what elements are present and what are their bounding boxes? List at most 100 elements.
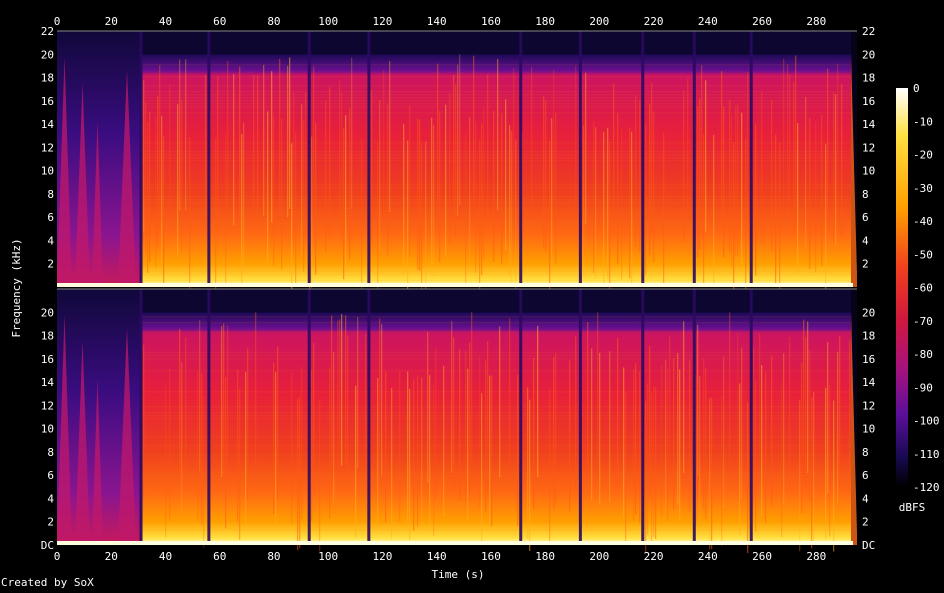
x-tick-label-top: 220 [644, 15, 664, 28]
x-tick-label-top: 240 [698, 15, 718, 28]
section-boundary [207, 289, 211, 545]
colorbar-tick-label: -90 [913, 381, 933, 394]
colorbar-tick-label: -100 [913, 415, 940, 428]
above-cutoff [141, 31, 851, 55]
y-tick-label-ch1-left: 4 [47, 234, 54, 247]
x-tick-label-top: 20 [105, 15, 118, 28]
x-tick-label-top: 120 [372, 15, 392, 28]
y-tick-label-ch1-left: 8 [47, 188, 54, 201]
y-tick-label-ch1-right: 14 [862, 118, 876, 131]
colorbar-tick-label: -110 [913, 448, 940, 461]
y-tick-label-ch1-left: 2 [47, 258, 54, 271]
y-tick-label-ch2-right: 20 [862, 306, 875, 319]
x-tick-label-top: 180 [535, 15, 555, 28]
x-tick-label-top: 280 [806, 15, 826, 28]
y-tick-label-ch1-right: 4 [862, 234, 869, 247]
colorbar-tick-label: 0 [913, 82, 920, 95]
y-tick-label-ch1-right: 2 [862, 258, 869, 271]
y-tick-label-ch2-right: 18 [862, 330, 875, 343]
intro-swell [75, 82, 90, 287]
section-boundary [367, 31, 371, 287]
y-tick-label-ch1-left: 22 [41, 25, 54, 38]
y-tick-label-ch1-right: 10 [862, 165, 875, 178]
y-tick-label-ch2-right: DC [862, 539, 875, 552]
credit-text: Created by SoX [1, 576, 94, 589]
colorbar-tick-label: -70 [913, 315, 933, 328]
y-tick-label-ch1-right: 16 [862, 95, 875, 108]
fade-out [851, 312, 857, 545]
y-tick-label-ch1-left: 20 [41, 48, 54, 61]
y-tick-label-ch2-left: 18 [41, 330, 54, 343]
colorbar: 0 -10 -20 -30 -40 -50 -60 -70 -80 -90 -100 -110 -120… [896, 82, 940, 514]
section-boundary [578, 289, 582, 545]
y-tick-label-ch2-left: 20 [41, 306, 54, 319]
colorbar-label: dBFS [899, 501, 926, 514]
section-boundary [139, 31, 143, 287]
y-tick-label-ch2-right: 12 [862, 399, 875, 412]
y-tick-label-ch1-left: 6 [47, 211, 54, 224]
colorbar-ticks: 0 -10 -20 -30 -40 -50 -60 -70 -80 -90 -100 -110 -120 [913, 82, 940, 494]
x-axis-label: Time (s) [432, 568, 485, 581]
intro-swell [118, 69, 136, 288]
intro-swell [75, 340, 90, 545]
x-tick-label-bottom: 120 [372, 550, 392, 563]
fade-out [851, 54, 857, 287]
colorbar-tick-label: -40 [913, 215, 933, 228]
x-tick-label-top: 60 [213, 15, 226, 28]
spectrogram-channels [57, 30, 857, 554]
y-tick-label-ch1-right: 22 [862, 25, 875, 38]
x-tick-label-bottom: 40 [159, 550, 172, 563]
y-tick-label-ch1-left: 18 [41, 72, 54, 85]
x-tick-label-top: 260 [752, 15, 772, 28]
intro-swell [118, 327, 136, 545]
x-tick-label-top: 80 [267, 15, 280, 28]
music-body [141, 54, 851, 287]
colorbar-tick-label: -30 [913, 182, 933, 195]
section-boundary [641, 289, 645, 545]
x-tick-label-top: 0 [54, 15, 61, 28]
y-tick-label-ch1-left: 12 [41, 141, 54, 154]
y-tick-label-ch1-right: 12 [862, 141, 875, 154]
colorbar-tick-label: -20 [913, 149, 933, 162]
section-boundary [692, 31, 696, 287]
section-boundary [749, 31, 753, 287]
y-tick-label-ch2-left: 14 [41, 376, 55, 389]
x-tick-label-top: 40 [159, 15, 172, 28]
music-body [141, 312, 851, 545]
x-tick-label-bottom: 180 [535, 550, 555, 563]
y-tick-label-ch1-right: 20 [862, 48, 875, 61]
section-boundary [641, 31, 645, 287]
y-tick-label-ch2-left: 6 [47, 469, 54, 482]
x-tick-label-top: 140 [427, 15, 447, 28]
above-cutoff [141, 289, 851, 313]
intro-swell [57, 314, 72, 545]
x-tick-label-bottom: 80 [267, 550, 280, 563]
y-axis-label: Frequency (kHz) [10, 238, 23, 337]
y-tick-label-ch2-left: 12 [41, 399, 54, 412]
y-tick-label-ch2-left: 10 [41, 423, 54, 436]
section-boundary [578, 31, 582, 287]
intro-swell [92, 120, 103, 287]
section-boundary [207, 31, 211, 287]
y-tick-label-ch2-right: 6 [862, 469, 869, 482]
y-tick-label-ch2-right: 2 [862, 516, 869, 529]
channel-1 [57, 30, 857, 295]
y-tick-label-ch1-right: 8 [862, 188, 869, 201]
x-tick-label-bottom: 160 [481, 550, 501, 563]
x-tick-label-bottom: 0 [54, 550, 61, 563]
colorbar-tick-label: -120 [913, 481, 940, 494]
x-tick-label-bottom: 240 [698, 550, 718, 563]
y-tick-label-ch1-right: 6 [862, 211, 869, 224]
section-boundary [692, 289, 696, 545]
y-tick-label-ch1-right: 18 [862, 72, 875, 85]
channel-2 [57, 288, 857, 554]
x-tick-label-bottom: 100 [318, 550, 338, 563]
y-tick-label-ch2-right: 8 [862, 446, 869, 459]
x-tick-label-top: 100 [318, 15, 338, 28]
intro-swell [92, 378, 103, 545]
y-tick-label-ch2-left: 16 [41, 353, 54, 366]
x-tick-label-bottom: 60 [213, 550, 226, 563]
time-axis: 0 0 20 20 40 40 60 60 80 80 100 100 120 120 140 140 160 1… [54, 15, 827, 563]
